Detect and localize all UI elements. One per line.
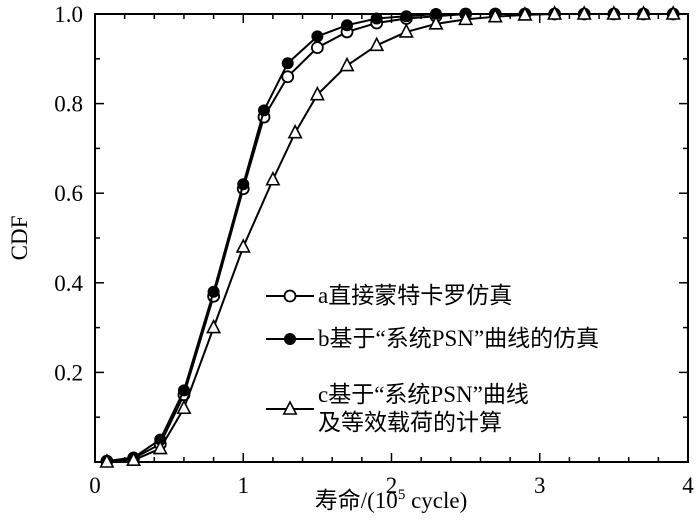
legend-marker-circle-filled bbox=[284, 333, 296, 345]
series-b-point bbox=[177, 384, 190, 397]
series-b-point bbox=[370, 12, 383, 25]
series-c-point bbox=[576, 5, 592, 20]
x-tick-label: 4 bbox=[682, 473, 694, 498]
legend-label: b基于“系统PSN”曲线的仿真 bbox=[318, 326, 599, 351]
y-axis-title: CDF bbox=[7, 216, 32, 261]
y-tick-label: 0.2 bbox=[54, 360, 83, 385]
series-c-point bbox=[665, 5, 681, 20]
y-tick-label: 0.8 bbox=[54, 92, 83, 117]
axis-ticks bbox=[94, 13, 689, 462]
series-c-point bbox=[235, 238, 251, 253]
axis-tick-labels: 0 1 2 3 4 0.2 0.4 0.6 0.8 1.0 bbox=[54, 2, 694, 498]
series-b-point bbox=[207, 285, 220, 298]
y-tick-label: 0.4 bbox=[54, 271, 83, 296]
series-b-point bbox=[311, 30, 324, 43]
series-c-point bbox=[398, 23, 414, 38]
x-tick-label: 0 bbox=[89, 473, 101, 498]
series-c-point bbox=[152, 439, 168, 455]
chart-legend: a直接蒙特卡罗仿真 b基于“系统PSN”曲线的仿真 c基于“系统PSN”曲线及等效载… bbox=[266, 283, 599, 435]
chart-series bbox=[99, 5, 681, 468]
series-c-point bbox=[206, 318, 222, 334]
series-c-point bbox=[287, 123, 303, 139]
legend-entry-b: b基于“系统PSN”曲线的仿真 bbox=[266, 326, 599, 351]
series-c-point bbox=[458, 10, 474, 26]
legend-entry-a: a直接蒙特卡罗仿真 bbox=[266, 283, 512, 308]
series-c-point bbox=[265, 171, 281, 186]
series-c-point bbox=[606, 5, 622, 20]
series-a-point bbox=[310, 41, 324, 54]
y-tick-label: 1.0 bbox=[54, 2, 83, 27]
legend-label: a直接蒙特卡罗仿真 bbox=[318, 283, 512, 308]
series-c-point bbox=[126, 451, 142, 467]
legend-label: 及等效载荷的计算 bbox=[318, 410, 502, 435]
series-c-point bbox=[428, 15, 444, 30]
series-b-point bbox=[258, 104, 271, 117]
x-tick-label: 2 bbox=[386, 473, 398, 498]
series-c-point bbox=[517, 6, 533, 21]
series-b-point bbox=[400, 10, 413, 23]
series-c-point bbox=[547, 5, 563, 20]
legend-marker-circle-open bbox=[283, 289, 297, 303]
x-tick-label: 3 bbox=[534, 473, 546, 498]
series-c-point bbox=[369, 36, 385, 52]
series-b-point bbox=[281, 57, 294, 70]
series-b-point bbox=[341, 19, 354, 32]
series-a-point bbox=[281, 70, 295, 84]
series-c-point bbox=[636, 5, 652, 20]
series-c bbox=[99, 5, 681, 468]
series-c-point bbox=[99, 453, 115, 468]
series-b-point bbox=[237, 178, 250, 191]
series-c-point bbox=[176, 399, 192, 415]
legend-marker-triangle-open bbox=[282, 400, 298, 415]
y-tick-label: 0.6 bbox=[54, 181, 83, 206]
series-c-point bbox=[309, 85, 325, 101]
series-c-point bbox=[339, 56, 355, 72]
legend-label: c基于“系统PSN”曲线 bbox=[318, 382, 529, 407]
series-c-point bbox=[487, 7, 503, 23]
x-tick-label: 1 bbox=[238, 473, 250, 498]
x-axis-title: 寿命/(105 cycle) bbox=[315, 487, 468, 513]
